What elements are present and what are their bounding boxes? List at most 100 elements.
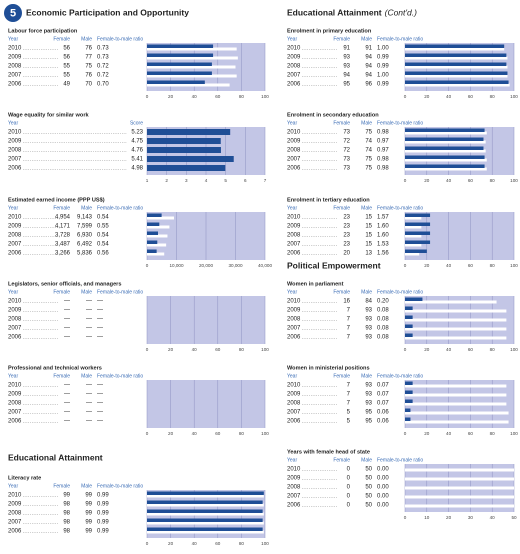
column-header: Year	[8, 205, 18, 211]
x-tick-label: 80	[239, 541, 245, 546]
female-bar	[147, 44, 214, 48]
year: 2008	[8, 64, 22, 70]
female-value: 56	[63, 46, 70, 52]
ratio-value: 0.72	[97, 73, 109, 79]
score: 5.41	[131, 157, 143, 163]
year: 2008	[8, 233, 22, 239]
score-bar	[147, 147, 221, 153]
x-tick-label: 40	[490, 515, 496, 520]
male-value: 6,492	[77, 242, 93, 248]
female-value: —	[64, 326, 70, 332]
x-tick-label: 20	[424, 431, 430, 436]
x-tick-label: 40	[446, 178, 452, 183]
male-value: 93	[365, 392, 372, 398]
score-bar	[147, 129, 231, 135]
chart-panel	[147, 380, 265, 428]
male-bar	[147, 494, 264, 498]
x-tick-label: 0	[146, 263, 149, 268]
ratio-value: —	[97, 419, 103, 425]
male-value: 9,143	[77, 215, 93, 221]
x-tick-label: 0	[404, 263, 407, 268]
female-value: 5	[347, 410, 351, 416]
ratio-value: —	[97, 308, 103, 314]
male-bar	[147, 56, 238, 60]
male-bar	[147, 503, 264, 507]
column-header: Female	[333, 289, 350, 295]
column-header: Female-to-male ratio	[97, 36, 143, 42]
female-value: 0	[347, 494, 351, 500]
ratio-value: 1.00	[377, 73, 389, 79]
x-tick-label: 7	[264, 178, 267, 183]
male-value: 15	[365, 233, 372, 239]
ratio-value: 1.00	[377, 46, 389, 52]
male-bar	[405, 468, 514, 472]
block-title: Estimated earned income (PPP US$)	[8, 197, 105, 203]
male-value: 50	[365, 503, 372, 509]
year: 2009	[287, 308, 301, 314]
female-value: 98	[63, 520, 70, 526]
year: 2009	[8, 55, 22, 61]
x-tick-label: 100	[510, 178, 518, 183]
block-title: Years with female head of state	[287, 449, 370, 455]
female-bar	[405, 240, 431, 244]
year: 2008	[287, 485, 301, 491]
female-value: 3,266	[55, 251, 71, 257]
x-tick-label: 30	[468, 515, 474, 520]
male-value: —	[86, 383, 92, 389]
male-value: 99	[85, 493, 92, 499]
year: 2008	[8, 401, 22, 407]
x-tick-label: 10	[424, 515, 430, 520]
year: 2010	[8, 299, 22, 305]
female-value: —	[64, 317, 70, 323]
year: 2006	[287, 419, 301, 425]
year: 2006	[287, 335, 301, 341]
section-heading-note: (Cont'd.)	[385, 7, 417, 17]
male-bar	[405, 74, 508, 78]
year: 2008	[287, 148, 301, 154]
score: 4.76	[131, 148, 143, 154]
year: 2010	[287, 299, 301, 305]
x-tick-label: 100	[261, 541, 269, 546]
female-value: 98	[63, 529, 70, 535]
female-bar	[405, 249, 427, 253]
column-header: Male	[361, 36, 372, 42]
ratio-value: 0.54	[97, 215, 109, 221]
column-header: Female-to-male ratio	[377, 373, 423, 379]
male-value: 93	[365, 326, 372, 332]
x-tick-label: 1	[146, 178, 149, 183]
male-value: 95	[365, 410, 372, 416]
male-bar	[405, 318, 507, 322]
year: 2006	[8, 419, 22, 425]
male-bar	[147, 47, 237, 51]
female-value: 7	[347, 335, 351, 341]
year: 2006	[287, 166, 301, 172]
female-value: 7	[347, 326, 351, 332]
section-heading: Educational Attainment	[287, 7, 382, 17]
female-bar	[147, 71, 212, 75]
female-bar	[405, 44, 505, 48]
column-header: Female-to-male ratio	[377, 289, 423, 295]
year: 2006	[8, 335, 22, 341]
column-header: Female-to-male ratio	[97, 483, 143, 489]
x-tick-label: 80	[239, 431, 245, 436]
ratio-value: 0.07	[377, 392, 389, 398]
ratio-value: —	[97, 383, 103, 389]
female-value: 0	[347, 476, 351, 482]
ratio-value: 0.08	[377, 335, 389, 341]
female-value: 7	[347, 392, 351, 398]
male-value: 50	[365, 494, 372, 500]
male-bar	[147, 252, 165, 256]
year: 2009	[287, 224, 301, 230]
male-value: 93	[365, 308, 372, 314]
column-header: Year	[8, 483, 18, 489]
x-tick-label: 100	[510, 94, 518, 99]
female-bar	[405, 297, 423, 301]
year: 2010	[287, 130, 301, 136]
column-header: Female	[333, 457, 350, 463]
male-bar	[405, 477, 514, 481]
ratio-value: 0.99	[97, 502, 109, 508]
female-bar	[405, 62, 507, 66]
ratio-value: 1.60	[377, 233, 389, 239]
column-header: Female	[333, 205, 350, 211]
year: 2007	[8, 157, 22, 163]
